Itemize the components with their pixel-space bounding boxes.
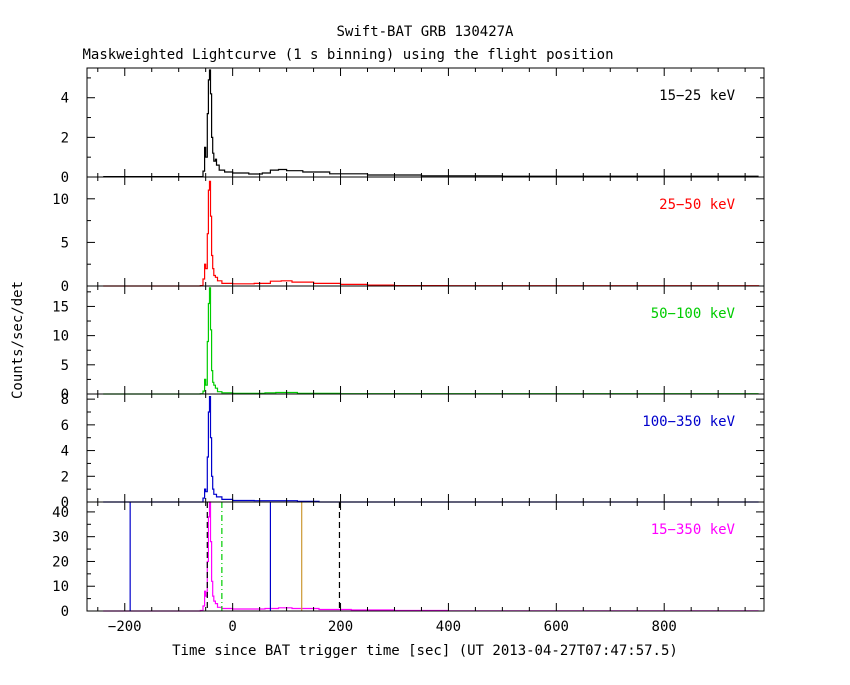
y-tick-label-4-4: 40 [52,505,69,521]
band-label-2: 50−100 keV [651,306,736,322]
x-ticks-group: −200 0 200 400 600 800 [108,619,677,635]
x-tick-label-4: 600 [544,619,569,635]
y-tick-label-2-0: 0 [61,387,69,403]
panel-frame-1 [86,176,765,287]
y-tick-label-2-3: 15 [52,299,69,315]
x-tick-label-3: 400 [436,619,461,635]
y-tick-label-3-1: 2 [61,469,69,485]
y-tick-label-3-3: 6 [61,418,69,434]
y-axis-label: Counts/sec/det [10,281,26,399]
y-tick-label-4-2: 20 [52,554,69,570]
x-tick-label-2: 200 [328,619,353,635]
x-tick-label-0: −200 [108,619,142,635]
y-tick-label-2-2: 10 [52,329,69,345]
time-markers-group [129,502,341,611]
band-label-0: 15−25 keV [659,88,735,104]
y-tick-label-3-0: 0 [61,495,69,511]
series-line-0 [103,69,759,178]
band-label-3: 100−350 keV [642,414,735,430]
band-label-4: 15−350 keV [651,522,736,538]
series-line-4 [103,501,759,612]
y-tick-label-4-0: 0 [61,604,69,620]
y-tick-label-1-0: 0 [61,279,69,295]
y-tick-label-4-3: 30 [52,530,69,546]
x-tick-label-5: 800 [652,619,677,635]
series-line-2 [103,287,759,395]
panel-frame-0 [86,67,765,178]
y-tick-label-3-2: 4 [61,444,69,460]
series-line-3 [103,396,759,503]
x-axis-label: Time since BAT trigger time [sec] (UT 20… [172,643,678,659]
chart-subtitle: Maskweighted Lightcurve (1 s binning) us… [82,47,613,63]
x-tick-label-1: 0 [228,619,236,635]
y-tick-label-0-2: 4 [61,91,69,107]
panel-frame-3 [86,393,765,503]
panels-group: 15−25 keV 25−50 keV 50−100 keV 100−350 keV 1… [87,69,764,612]
y-tick-label-4-1: 10 [52,579,69,595]
y-tick-label-1-2: 10 [52,192,69,208]
y-tick-label-2-1: 5 [61,358,69,374]
y-tick-label-3-4: 8 [61,392,69,408]
chart-title: Swift-BAT GRB 130427A [336,24,514,40]
panel-frame-2 [86,285,765,395]
panel-frame-4 [86,501,765,612]
y-tick-label-0-0: 0 [61,170,69,186]
y-tick-label-0-1: 2 [61,130,69,146]
band-label-1: 25−50 keV [659,197,735,213]
y-tick-label-1-1: 5 [61,235,69,251]
